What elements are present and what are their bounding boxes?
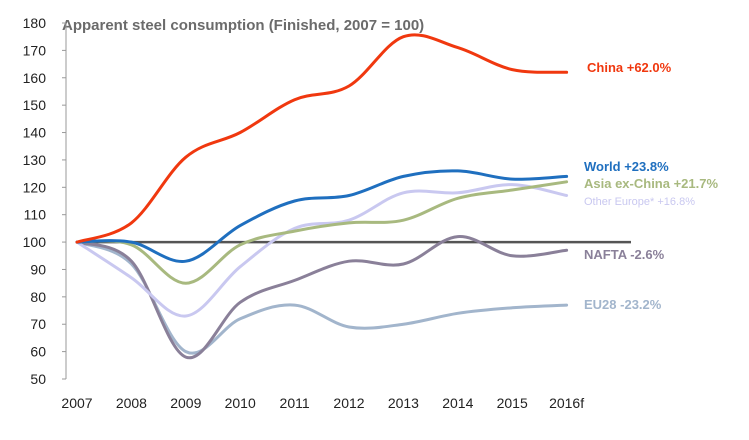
x-tick-label: 2012 [333,395,364,411]
y-tick-label: 150 [23,97,47,113]
y-tick-label: 140 [23,125,47,141]
y-axis: 50 60 70 80 90 100 110 120 130 140 150 160 170 180 [23,15,67,387]
x-axis: 2007 2008 2009 2010 2011 2012 2013 2014 2015 2016… [61,395,584,411]
y-tick-label: 90 [30,261,46,277]
series-label-eu28: EU28 -23.2% [584,297,662,312]
y-tick-label: 160 [23,70,47,86]
x-tick-label: 2015 [497,395,528,411]
chart-title: Apparent steel consumption (Finished, 20… [62,17,424,34]
x-tick-label: 2013 [388,395,419,411]
y-tick-label: 130 [23,152,47,168]
series-lines [75,33,569,360]
y-tick-label: 170 [23,42,47,58]
series-labels: EU28 -23.2% NAFTA -2.6% Other Europe* +16.… [584,60,718,312]
x-tick-label: 2011 [280,395,310,411]
x-tick-label: 2014 [442,395,473,411]
series-line-nafta [75,235,569,360]
x-tick-label: 2007 [61,395,92,411]
series-line-other-europe [75,183,569,318]
y-tick-label: 100 [23,234,47,250]
series-label-other-europe: Other Europe* +16.8% [584,196,695,208]
y-tick-label: 180 [23,15,47,31]
y-tick-label: 70 [30,316,46,332]
y-tick-label: 50 [30,371,46,387]
y-tick-label: 110 [24,207,47,223]
x-tick-label: 2016f [549,395,584,411]
series-line-asia-ex-china [75,180,569,285]
series-label-world: World +23.8% [584,159,669,174]
y-tick-label: 60 [30,344,46,360]
series-line-china [75,33,569,244]
series-label-nafta: NAFTA -2.6% [584,247,665,262]
x-tick-label: 2008 [116,395,147,411]
series-label-china: China +62.0% [587,60,672,75]
series-label-asia-ex-china: Asia ex-China +21.7% [584,176,718,191]
y-tick-label: 80 [30,289,46,305]
series-line-world [75,169,569,263]
y-tick-label: 120 [23,179,47,195]
x-tick-label: 2009 [170,395,201,411]
x-tick-label: 2010 [225,395,256,411]
